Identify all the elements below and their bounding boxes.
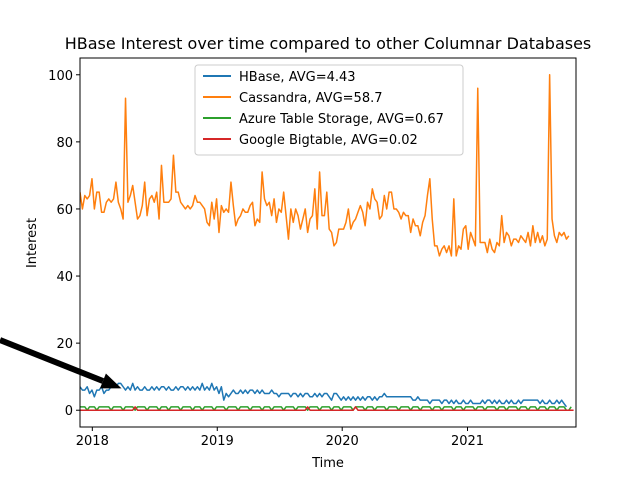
chart-title: HBase Interest over time compared to oth… [65, 34, 592, 53]
legend: HBase, AVG=4.43 Cassandra, AVG=58.7 Azure … [194, 64, 464, 156]
series-line-1 [80, 382, 568, 408]
legend-box [194, 64, 464, 156]
series-line-3 [80, 406, 572, 411]
x-tick-label: 2021 [451, 434, 484, 449]
x-axis: 2018 2019 2020 2021 [76, 427, 484, 449]
y-axis-title: Interest [25, 218, 40, 268]
y-tick-label: 60 [56, 203, 73, 218]
y-tick-label: 100 [48, 69, 73, 84]
legend-label: HBase, AVG=4.43 [239, 70, 356, 85]
plot-area [80, 74, 574, 411]
x-tick-label: 2020 [326, 434, 359, 449]
x-axis-title: Time [311, 456, 344, 471]
x-tick-label: 2019 [201, 434, 234, 449]
y-tick-label: 40 [56, 270, 73, 285]
y-tick-label: 0 [65, 404, 73, 419]
series-line-4 [80, 406, 574, 411]
x-tick-label: 2018 [76, 434, 109, 449]
annotation-arrow [0, 337, 122, 389]
series-line-2 [80, 74, 570, 257]
legend-label: Azure Table Storage, AVG=0.67 [239, 112, 444, 127]
annotation-arrow-head [99, 373, 122, 389]
legend-label: Cassandra, AVG=58.7 [239, 91, 383, 106]
plot-frame [79, 57, 577, 428]
y-tick-label: 20 [56, 337, 73, 352]
legend-label: Google Bigtable, AVG=0.02 [239, 133, 418, 148]
y-axis: 0 20 40 60 80 100 [48, 69, 80, 419]
y-tick-label: 80 [56, 136, 73, 151]
annotation-arrow-shaft [0, 337, 105, 384]
